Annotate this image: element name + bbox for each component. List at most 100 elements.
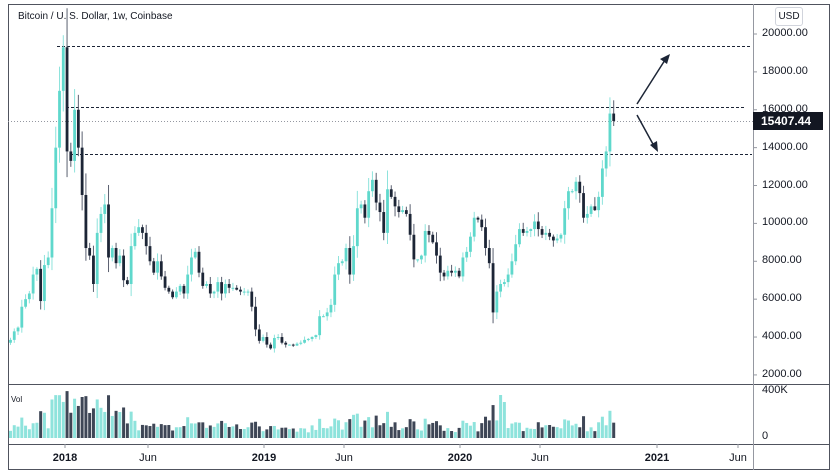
candle[interactable]	[186, 274, 190, 294]
candle[interactable]	[416, 259, 420, 261]
candle[interactable]	[118, 255, 122, 264]
candle[interactable]	[604, 151, 608, 169]
candle[interactable]	[208, 284, 212, 294]
candle[interactable]	[608, 113, 612, 152]
candle[interactable]	[359, 204, 363, 209]
candle[interactable]	[484, 227, 487, 249]
candle[interactable]	[378, 202, 382, 213]
volume-series[interactable]	[9, 391, 616, 438]
candle[interactable]	[250, 291, 254, 307]
candle[interactable]	[65, 47, 69, 152]
candle[interactable]	[80, 147, 84, 195]
candle[interactable]	[371, 179, 374, 192]
candlestick-series[interactable]	[9, 8, 616, 353]
candle[interactable]	[318, 316, 322, 336]
candle[interactable]	[344, 248, 348, 262]
candle[interactable]	[374, 179, 378, 203]
candle[interactable]	[442, 272, 446, 277]
candle[interactable]	[303, 339, 306, 343]
candle[interactable]	[58, 90, 61, 148]
candle[interactable]	[348, 248, 352, 275]
candle[interactable]	[333, 274, 337, 305]
candle[interactable]	[69, 151, 73, 161]
candle[interactable]	[461, 257, 465, 277]
candle[interactable]	[137, 227, 141, 233]
candle[interactable]	[329, 304, 333, 313]
candle[interactable]	[50, 208, 54, 258]
candle[interactable]	[24, 299, 27, 307]
candle[interactable]	[506, 274, 510, 283]
candle[interactable]	[61, 47, 65, 91]
candle[interactable]	[171, 291, 175, 298]
candle[interactable]	[322, 316, 325, 318]
candle[interactable]	[190, 257, 193, 275]
candle[interactable]	[88, 248, 92, 256]
candle[interactable]	[205, 284, 208, 286]
candle[interactable]	[367, 191, 371, 218]
candle[interactable]	[476, 217, 480, 220]
candle[interactable]	[288, 344, 291, 346]
candle[interactable]	[242, 291, 246, 293]
candle[interactable]	[310, 337, 314, 339]
candle[interactable]	[31, 274, 35, 294]
candle[interactable]	[39, 268, 43, 302]
candle[interactable]	[450, 270, 453, 273]
candle[interactable]	[193, 251, 197, 258]
candle[interactable]	[220, 282, 224, 294]
candle[interactable]	[306, 338, 310, 340]
candle[interactable]	[76, 109, 80, 148]
candle[interactable]	[472, 217, 476, 237]
candle[interactable]	[156, 261, 159, 273]
candle[interactable]	[582, 193, 585, 218]
candle[interactable]	[563, 208, 567, 235]
candle[interactable]	[152, 261, 156, 273]
candle[interactable]	[84, 194, 88, 249]
candle[interactable]	[325, 312, 329, 317]
candle[interactable]	[182, 285, 186, 294]
candle[interactable]	[133, 232, 137, 247]
candle[interactable]	[525, 230, 529, 233]
candle[interactable]	[574, 181, 578, 192]
candle[interactable]	[401, 210, 404, 213]
candle[interactable]	[355, 208, 359, 247]
candle[interactable]	[280, 337, 284, 343]
candle[interactable]	[514, 244, 518, 262]
candle[interactable]	[480, 219, 484, 228]
candle[interactable]	[54, 147, 58, 209]
candle[interactable]	[43, 265, 46, 302]
candle[interactable]	[585, 213, 589, 218]
candle[interactable]	[404, 210, 408, 214]
candle[interactable]	[284, 342, 288, 345]
candle[interactable]	[548, 232, 552, 237]
candle[interactable]	[167, 287, 171, 292]
candle[interactable]	[544, 232, 548, 235]
candle[interactable]	[178, 285, 182, 292]
candle[interactable]	[92, 255, 95, 285]
candle[interactable]	[35, 268, 39, 275]
candle[interactable]	[27, 293, 31, 300]
candle[interactable]	[438, 255, 442, 273]
candle[interactable]	[600, 168, 604, 197]
candle[interactable]	[144, 232, 148, 247]
candle[interactable]	[555, 238, 559, 241]
candle[interactable]	[446, 270, 450, 277]
candle[interactable]	[412, 234, 416, 260]
candle[interactable]	[487, 248, 491, 264]
candle[interactable]	[269, 344, 273, 349]
candle[interactable]	[174, 291, 178, 298]
candle[interactable]	[46, 257, 50, 266]
candle[interactable]	[223, 284, 227, 294]
candle[interactable]	[212, 291, 216, 294]
candle[interactable]	[12, 331, 16, 340]
candle[interactable]	[518, 229, 521, 245]
candle[interactable]	[107, 204, 110, 258]
candle[interactable]	[510, 261, 514, 275]
candle[interactable]	[340, 261, 344, 264]
candle[interactable]	[110, 248, 114, 258]
candle[interactable]	[397, 206, 401, 213]
candle[interactable]	[125, 280, 129, 285]
candle[interactable]	[148, 246, 152, 262]
candle[interactable]	[122, 255, 125, 281]
candle[interactable]	[352, 246, 355, 275]
